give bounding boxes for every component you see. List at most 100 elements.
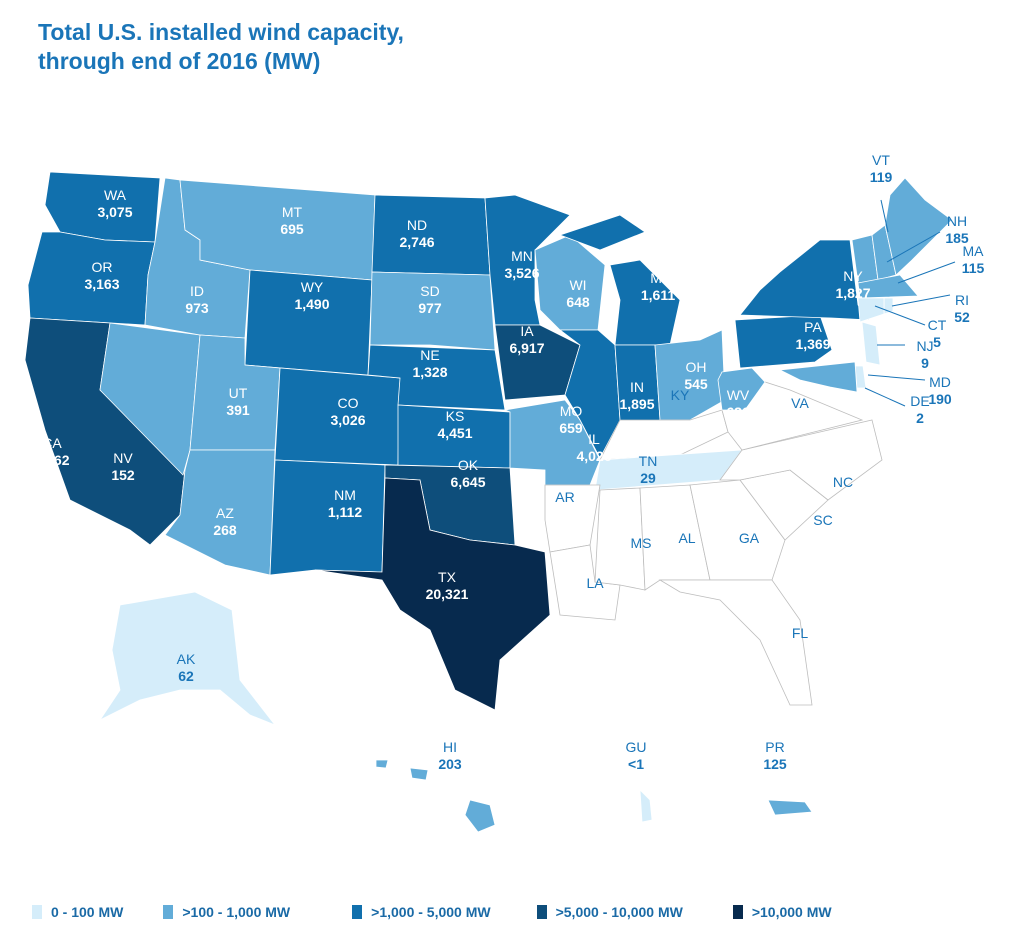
state-nc [719,419,883,501]
state-abbr-in: IN [630,379,644,395]
state-abbr-ri: RI [955,292,969,308]
state-abbr-wy: WY [301,279,324,295]
legend-swatch [352,905,363,919]
state-abbr-gu: GU [626,739,647,755]
state-abbr-ne: NE [420,347,439,363]
state-abbr-il: IL [588,431,600,447]
state-abbr-ma: MA [963,243,985,259]
state-hi [409,767,429,781]
state-value-wi: 648 [566,294,590,310]
title-line-2: through end of 2016 (MW) [38,48,321,74]
state-value-wa: 3,075 [97,204,132,220]
state-value-nj: 9 [921,355,929,371]
legend-label: 0 - 100 MW [51,904,124,920]
state-abbr-ms: MS [631,535,652,551]
state-value-gu: <1 [628,756,644,772]
state-abbr-de: DE [910,393,929,409]
state-value-in: 1,895 [619,396,654,412]
leader-line-ct [874,305,926,326]
title-line-1: Total U.S. installed wind capacity, [38,19,404,45]
state-value-ks: 4,451 [437,425,472,441]
state-ny [739,239,871,321]
state-abbr-or: OR [92,259,113,275]
state-value-ri: 52 [954,309,970,325]
state-value-nd: 2,746 [399,234,434,250]
state-value-nh: 185 [945,230,969,246]
legend-item: >10,000 MW [732,904,832,920]
state-abbr-al: AL [678,530,695,546]
state-abbr-nh: NH [947,213,967,229]
leader-line-de [864,387,906,407]
state-abbr-co: CO [338,395,359,411]
legend-label: >10,000 MW [751,904,832,920]
state-value-nv: 152 [111,467,135,483]
state-abbr-ny: NY [843,268,863,284]
state-nj [861,321,881,366]
state-abbr-nd: ND [407,217,427,233]
state-value-ak: 62 [178,668,194,684]
state-abbr-vt: VT [872,152,890,168]
state-abbr-tx: TX [438,569,457,585]
state-tx [314,477,551,711]
state-abbr-md: MD [929,374,951,390]
state-value-id: 973 [185,300,209,316]
state-abbr-wi: WI [569,277,586,293]
state-md [778,361,858,393]
state-abbr-ky: KY [671,387,690,403]
state-ak [98,591,277,726]
legend-label: >1,000 - 5,000 MW [371,904,491,920]
state-value-ut: 391 [226,402,250,418]
leader-line-vt [880,199,889,233]
state-abbr-ak: AK [177,651,196,667]
state-value-pr: 125 [763,756,787,772]
state-abbr-oh: OH [686,359,707,375]
state-abbr-fl: FL [792,625,809,641]
state-abbr-ia: IA [520,323,534,339]
state-abbr-mi: MI [650,270,666,286]
state-value-ne: 1,328 [412,364,447,380]
state-me [884,177,953,276]
state-abbr-nm: NM [334,487,356,503]
state-oh [654,329,726,421]
state-value-ma: 115 [962,260,985,276]
state-abbr-nv: NV [113,450,133,466]
state-abbr-ct: CT [928,317,947,333]
state-abbr-ut: UT [229,385,248,401]
state-value-wy: 1,490 [294,296,329,312]
state-abbr-nc: NC [833,474,853,490]
legend-swatch [732,905,743,919]
state-mi [558,214,646,251]
state-value-il: 4,026 [576,448,611,464]
state-abbr-ar: AR [555,489,574,505]
state-ms [594,487,646,591]
leader-line-nh [886,231,941,263]
state-value-hi: 203 [438,756,462,772]
state-fl [658,579,813,706]
state-il [558,329,621,459]
state-value-tn: 29 [640,470,656,486]
state-hi [464,799,496,833]
legend-item: >1,000 - 5,000 MW [352,904,491,920]
legend-swatch [536,905,547,919]
state-abbr-wa: WA [104,187,127,203]
state-abbr-ok: OK [458,457,479,473]
legend-item: >100 - 1,000 MW [163,904,290,920]
state-value-oh: 545 [684,376,708,392]
state-gu [639,788,653,823]
state-abbr-wv: WV [727,387,750,403]
state-value-vt: 119 [870,169,893,185]
state-abbr-pa: PA [804,319,822,335]
state-abbr-mn: MN [511,248,533,264]
legend-item: >5,000 - 10,000 MW [536,904,683,920]
state-value-mt: 695 [280,221,304,237]
state-value-de: 2 [916,410,924,426]
state-abbr-mo: MO [560,403,583,419]
state-value-mo: 659 [559,420,583,436]
state-value-ny: 1,827 [835,285,870,301]
state-sd [369,271,496,351]
legend-swatch [163,905,174,919]
state-value-ct: 5 [933,334,941,350]
legend-label: >100 - 1,000 MW [182,904,291,920]
leader-line-ma [897,261,956,284]
